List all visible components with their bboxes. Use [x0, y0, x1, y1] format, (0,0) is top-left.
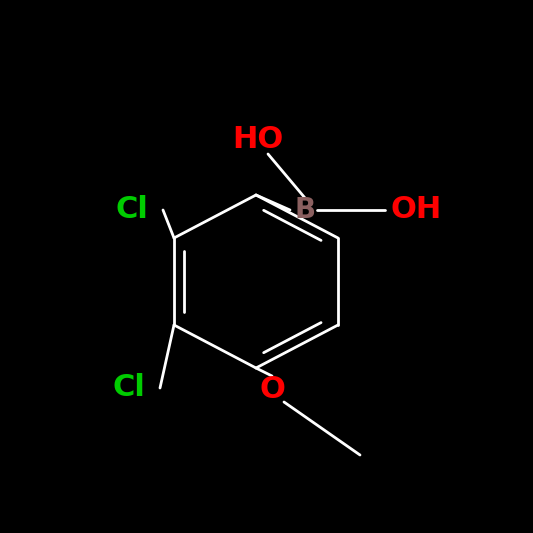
Text: HO: HO	[232, 125, 284, 155]
Text: Cl: Cl	[115, 196, 148, 224]
Text: Cl: Cl	[112, 374, 145, 402]
Text: O: O	[259, 376, 285, 405]
Text: B: B	[294, 196, 316, 224]
Text: OH: OH	[390, 196, 441, 224]
